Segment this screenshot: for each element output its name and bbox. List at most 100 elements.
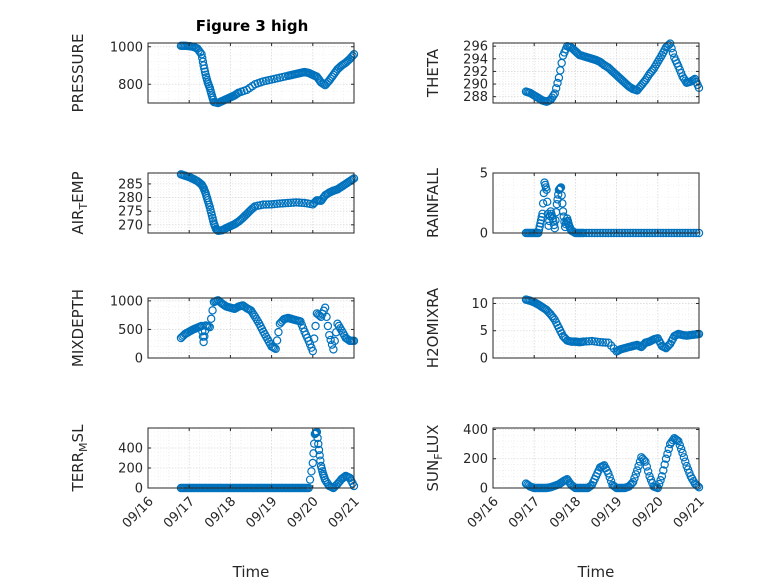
ytick-label: 200 (118, 462, 143, 477)
data-point-interp (322, 477, 331, 487)
data-point-interp (549, 91, 558, 100)
data-point-interp (315, 451, 324, 460)
data-point-interp (194, 46, 204, 55)
xtick-label: 09/17 (506, 494, 543, 531)
data-point-interp (659, 466, 668, 475)
data-point (199, 337, 208, 347)
data-point-interp (626, 83, 635, 92)
ytick-label: 5 (480, 167, 488, 182)
data-point-interp (553, 78, 562, 88)
data-point-interp (274, 327, 283, 337)
data-point-interp (208, 306, 217, 315)
ytick-label: 290 (463, 78, 488, 93)
data-point-interp (348, 175, 357, 184)
data-point-interp (557, 329, 566, 338)
data-point-interp (326, 335, 335, 345)
yaxis-label: SUNFLUX (424, 425, 445, 492)
data-point-interp (606, 476, 616, 486)
data-point (550, 89, 560, 98)
data-point-interp (270, 199, 279, 209)
ytick-label: 1000 (110, 40, 143, 55)
xtick-label: 09/18 (202, 494, 239, 531)
data-point-interp (543, 197, 552, 206)
yaxis-label-main: MIXDEPTH (69, 289, 87, 367)
data-point-interp (551, 207, 561, 217)
data-point (308, 458, 317, 468)
axes-frame (492, 427, 700, 489)
xtick-label: 09/19 (243, 494, 280, 531)
xtick-label: 09/18 (547, 494, 584, 531)
data-point-interp (198, 53, 207, 63)
data-point-interp (245, 305, 254, 315)
data-point-interp (631, 470, 641, 479)
data-point-interp (543, 307, 553, 316)
data-point (556, 183, 566, 192)
yaxis-label-suffix: SL (69, 424, 87, 443)
figure-title: Figure 3 high (196, 17, 309, 35)
ytick-label: 0 (135, 482, 143, 497)
ytick-label: 10 (471, 297, 488, 312)
subplot-1: 800 1000 PRESSURE (69, 34, 359, 113)
data-point-interp (652, 334, 661, 343)
data-point-interp (556, 66, 565, 75)
data-point-interp (573, 337, 583, 347)
yaxis-label-main: RAINFALL (424, 167, 442, 238)
data-point-interp (676, 444, 686, 454)
data-point (678, 448, 687, 458)
data-point-interp (330, 68, 339, 78)
data-point-interp (540, 97, 550, 106)
data-point-interp (264, 75, 274, 85)
xtick-label: 09/21 (671, 494, 708, 531)
data-point-interp (305, 199, 315, 209)
data-point (292, 198, 301, 207)
data-point-interp (598, 338, 608, 347)
data-point-interp (200, 332, 209, 341)
data-point-interp (272, 74, 282, 83)
data-point-interp (564, 476, 573, 486)
data-point-interp (549, 313, 558, 323)
data-point-interp (270, 343, 279, 353)
data-point (325, 330, 334, 340)
data-point-interp (656, 53, 665, 62)
xtick-label: 09/21 (326, 494, 363, 531)
data-point-interp (642, 462, 652, 471)
yaxis-label-subscript: T (77, 203, 90, 211)
yaxis-label: AIRTEMP (69, 171, 90, 234)
data-point-interp (272, 199, 282, 209)
data-point-interp (312, 428, 321, 437)
ytick-label: 280 (118, 191, 143, 206)
xtick-label: 09/16 (120, 494, 157, 531)
data-point-interp (261, 332, 271, 341)
yaxis-label-suffix: LUX (424, 425, 442, 454)
data-point-interp (671, 435, 680, 444)
data-point-interp (549, 220, 559, 230)
axes-frame (492, 297, 700, 359)
data-point-interp (693, 481, 702, 491)
data-point (628, 477, 638, 487)
xaxis-label: Time (232, 563, 270, 581)
data-point-interp (545, 96, 554, 105)
yaxis-label-subscript: F (432, 453, 445, 459)
data-point-interp (675, 440, 684, 450)
data-point-interp (305, 475, 315, 484)
data-point-interp (198, 327, 207, 336)
xtick-label: 09/16 (465, 494, 502, 531)
data-point (657, 472, 667, 481)
yaxis-label: MIXDEPTH (69, 289, 87, 367)
data-point-interp (547, 311, 557, 321)
data-point-interp (646, 68, 656, 77)
xtick-label: 09/17 (161, 494, 198, 531)
data-point (604, 338, 613, 347)
data-point-interp (609, 344, 619, 353)
data-point-interp (348, 479, 357, 488)
data-point (595, 337, 605, 347)
data-point-interp (568, 481, 577, 491)
yaxis-label: PRESSURE (69, 34, 87, 113)
data-point (267, 200, 276, 209)
ytick-label: 0 (480, 227, 488, 242)
ytick-label: 296 (463, 40, 488, 55)
